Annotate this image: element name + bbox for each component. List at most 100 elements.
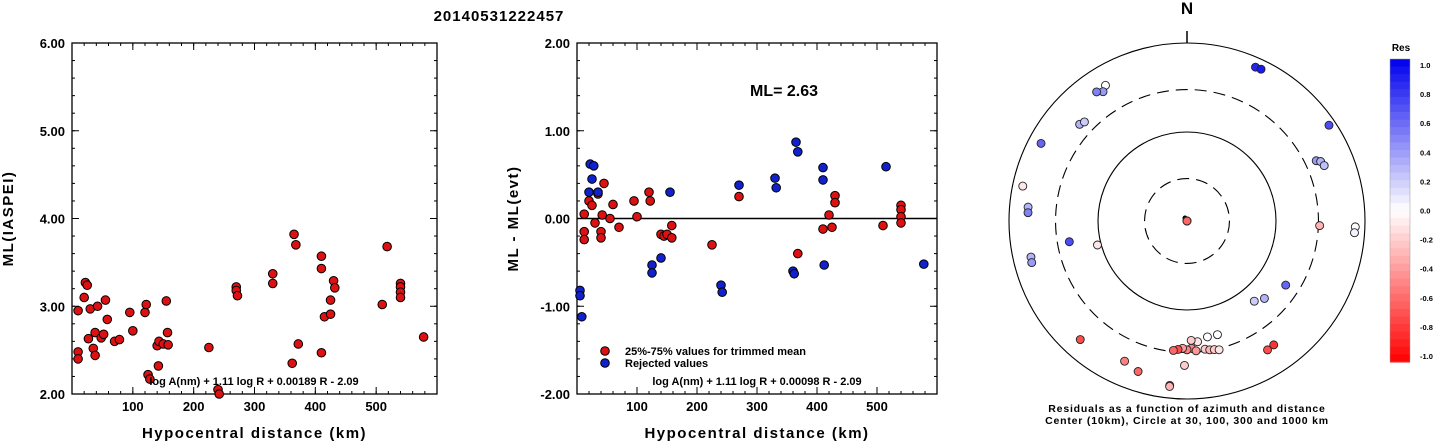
colorbar-segment	[1390, 66, 1410, 75]
p2-formula-annotation: log A(nm) + 1.11 log R + 0.00098 R - 2.0…	[652, 376, 861, 388]
colorbar-segment	[1390, 81, 1410, 90]
polar-residual-point	[1036, 138, 1046, 148]
p2-data-point-series2	[589, 161, 599, 171]
p2-data-point-series1	[597, 210, 608, 220]
colorbar-segment	[1390, 187, 1410, 196]
p2-data-point-series2	[789, 268, 800, 279]
p1-data-point-series1	[114, 334, 125, 345]
p1-data-point-series1	[287, 358, 298, 369]
colorbar-tick-label: -0.6	[1420, 294, 1433, 303]
p2-x-tick-label: 500	[866, 399, 888, 414]
p1-data-point-series1	[395, 292, 406, 303]
colorbar-title: Res	[1392, 43, 1411, 54]
p1-data-point-series1	[153, 361, 164, 371]
colorbar-segment	[1390, 263, 1410, 272]
p1-data-point-series1	[325, 295, 336, 305]
p1-y-tick-label: 6.00	[40, 36, 65, 51]
polar-residual-point	[1213, 330, 1222, 340]
colorbar-segment	[1390, 142, 1410, 151]
polar-residual-point	[1202, 332, 1212, 342]
colorbar-segment	[1390, 165, 1410, 174]
polar-residual-point	[1214, 345, 1224, 355]
colorbar-tick-label: 0.6	[1420, 119, 1430, 128]
p2-x-tick-label: 400	[806, 399, 828, 414]
colorbar-segment	[1390, 240, 1410, 249]
polar-residual-point	[1027, 258, 1037, 268]
p1-data-point-series1	[267, 278, 278, 289]
p2-data-point-series2	[584, 187, 594, 197]
p2-data-point-series1	[734, 191, 744, 202]
p1-plot-frame	[71, 42, 438, 395]
p1-data-point-series1	[291, 240, 301, 250]
colorbar-segment	[1390, 233, 1410, 242]
polar-residual-point	[1023, 208, 1033, 218]
p1-data-point-series1	[418, 332, 429, 342]
p1-data-point-series1	[382, 241, 392, 252]
p1-data-point-series1	[100, 295, 111, 305]
polar-residual-point	[1249, 296, 1259, 306]
p2-data-point-series1	[579, 209, 590, 219]
colorbar-segment	[1390, 96, 1410, 106]
polar-residual-point	[1319, 161, 1329, 171]
p2-data-point-series2	[647, 260, 657, 270]
p1-data-point-series1	[128, 326, 138, 336]
p2-data-point-series2	[656, 253, 666, 263]
p2-x-tick-label: 100	[626, 399, 648, 414]
p2-data-point-series2	[665, 187, 675, 197]
p2-data-point-series1	[596, 233, 606, 243]
polar-residual-point	[1093, 240, 1102, 250]
colorbar-segment	[1390, 89, 1410, 98]
p2-data-point-series2	[577, 311, 587, 322]
colorbar-segment	[1390, 278, 1410, 287]
p2-data-point-series2	[593, 187, 603, 197]
p1-data-point-series1	[79, 292, 89, 303]
polar-residual-point	[1075, 335, 1085, 344]
p1-x-tick-label: 100	[122, 399, 144, 414]
colorbar-tick-label: 0.8	[1420, 90, 1430, 99]
colorbar-segment	[1390, 339, 1410, 348]
p2-legend-entry: 25%-75% values for trimmed mean	[625, 346, 806, 358]
polar-residual-point	[1281, 280, 1291, 290]
p2-data-point-series2	[919, 259, 929, 269]
polar-residual-point	[1191, 346, 1201, 356]
colorbar-segment	[1390, 127, 1410, 136]
p2-data-point-series1	[645, 196, 656, 206]
p1-formula-annotation: log A(nm) + 1.11 log R + 0.00189 R - 2.0…	[149, 376, 358, 388]
polar-residual-point	[1168, 345, 1178, 355]
p1-data-point-series1	[330, 283, 340, 293]
p1-x-tick-label: 300	[244, 399, 266, 414]
colorbar-segment	[1390, 286, 1410, 295]
polar-residual-point	[1182, 216, 1192, 226]
p2-legend-marker	[600, 358, 610, 368]
p2-x-axis-label: Hypocentral distance (km)	[644, 425, 869, 441]
p2-data-point-series1	[827, 222, 837, 233]
colorbar-tick-label: 0.4	[1420, 148, 1431, 157]
colorbar-segment	[1390, 324, 1410, 333]
p1-y-tick-label: 4.00	[40, 212, 65, 227]
colorbar-segment	[1390, 112, 1410, 121]
p1-data-point-series1	[293, 339, 304, 349]
colorbar-segment	[1390, 271, 1410, 280]
polar-residual-point	[1263, 345, 1272, 355]
polar-caption-line2: Center (10km), Circle at 30, 100, 300 an…	[1045, 415, 1329, 427]
p2-data-point-series2	[575, 290, 585, 301]
polar-residual-point	[1133, 367, 1143, 376]
p1-x-axis-label: Hypocentral distance (km)	[142, 425, 367, 441]
polar-residual-point	[1018, 181, 1028, 191]
p2-data-point-series2	[647, 268, 657, 278]
polar-residual-point	[1324, 120, 1334, 130]
colorbar-tick-label: 0.0	[1420, 207, 1430, 216]
polar-caption-line1: Residuals as a function of azimuth and d…	[1048, 403, 1325, 415]
p1-y-tick-label: 2.00	[40, 387, 65, 402]
p2-y-axis-label: ML - ML(evt)	[505, 165, 522, 271]
polar-residual-point	[1256, 64, 1266, 74]
north-label: N	[1181, 0, 1193, 18]
p1-data-point-series1	[161, 296, 172, 306]
polar-residual-point	[1180, 360, 1189, 370]
figure-title: 20140531222457	[433, 8, 565, 25]
p2-data-point-series1	[896, 218, 906, 228]
p2-data-point-series1	[579, 226, 590, 237]
p2-data-point-series2	[771, 182, 782, 193]
p2-data-point-series1	[667, 233, 677, 243]
